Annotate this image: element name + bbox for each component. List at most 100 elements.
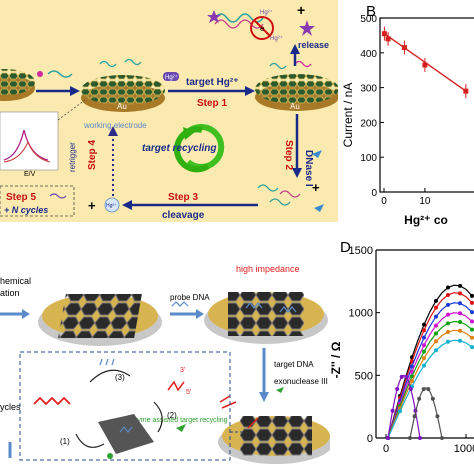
target-dna-label: target DNA (274, 360, 314, 369)
data-point (401, 45, 407, 51)
impedance-point (434, 305, 438, 310)
impedance-point (470, 300, 474, 305)
star-icon (299, 20, 315, 36)
impedance-point (458, 301, 462, 306)
step2-label: Step 2 (283, 140, 294, 170)
impedance-point (434, 331, 438, 336)
impedance-curve (387, 284, 473, 439)
au-label-middle: Au (117, 102, 127, 111)
impedance-point (446, 329, 450, 334)
working-electrode-label: working electrode (83, 121, 147, 130)
x-tick-label: 1000 (454, 443, 474, 455)
impedance-point (470, 345, 474, 350)
svg-text:+: + (297, 2, 305, 18)
impedance-point (435, 414, 440, 419)
plot-frame (379, 17, 474, 193)
impedance-point (386, 436, 390, 440)
five-prime-label: 5' (186, 389, 191, 396)
impedance-point (430, 396, 435, 401)
impedance-point (426, 387, 431, 392)
svg-text:Hg²⁺: Hg²⁺ (106, 203, 117, 209)
step-3-label: (3) (115, 373, 125, 382)
impedance-point (422, 328, 426, 333)
y-tick-label: 200 (360, 118, 377, 129)
graphene-electrode-1 (38, 294, 162, 346)
n-cycles-label: + N cycles (4, 205, 48, 215)
y-tick-label: 1000 (349, 308, 373, 320)
svg-text:+: + (88, 198, 96, 213)
step4-label: Step 4 (87, 140, 98, 170)
hg-badge: Hg²⁺ (163, 72, 179, 81)
graphene-electrode-3 (218, 416, 334, 464)
panel-b-chart: B 0 100 200 300 400 500 0 10 Current / nA Hg²⁺ … (341, 3, 474, 227)
panel-b-letter: B (366, 3, 376, 20)
impedance-point (458, 328, 462, 333)
impedance-point (408, 436, 412, 440)
cleavage-label: cleavage (162, 210, 205, 221)
exo-scissors-icon (276, 387, 284, 393)
graphene-electrode-2 (204, 292, 328, 344)
impedance-point (398, 409, 402, 414)
target-dna-strands (219, 395, 237, 409)
panel-d-ylabel: -Z'' / Ω (330, 341, 343, 378)
svg-text:e: e (260, 24, 265, 33)
y-tick-label: 400 (360, 49, 377, 60)
impedance-point (458, 283, 462, 288)
probe-dna-label: probe DNA (170, 293, 210, 302)
panel-d: D 0 500 1000 1500 0 1000 -Z'' / Ω (330, 232, 474, 474)
release-label: release (298, 40, 329, 50)
retrigger-label: retrigger (68, 142, 77, 172)
svg-text:Au: Au (290, 102, 300, 111)
target-hg-label: target Hg²⁺ (186, 77, 239, 88)
impedance-point (412, 414, 417, 419)
y-tick-label: 500 (355, 370, 373, 382)
ev-axis-label: E/V (24, 171, 36, 178)
impedance-point (458, 338, 462, 343)
impedance-point (434, 348, 438, 353)
exonuclease-label: exonuclease III (274, 377, 328, 386)
impedance-point (470, 335, 474, 340)
impedance-point (446, 312, 450, 317)
high-impedance-label: high impedance (236, 264, 300, 274)
impedance-curve (387, 312, 473, 439)
step3-label: Step 3 (168, 192, 198, 203)
impedance-point (421, 387, 426, 392)
y-tick-label: 0 (367, 433, 373, 445)
hg-ion-bottom: Hg²⁺ (104, 197, 120, 213)
data-point (463, 88, 469, 94)
impedance-curve (387, 374, 421, 439)
impedance-point (458, 291, 462, 296)
impedance-point (399, 374, 404, 379)
impedance-point (458, 320, 462, 325)
recycling-box (19, 351, 231, 461)
cycles-label: ycles (0, 402, 21, 412)
electrochemical-label: hemical (0, 276, 31, 286)
fragment-strands (99, 358, 115, 366)
impedance-point (410, 374, 414, 379)
panel-b-ylabel: Current / nA (341, 83, 355, 148)
step-2-label: (2) (167, 411, 177, 420)
impedance-point (458, 311, 462, 316)
panel-d-plot: 0 500 1000 1500 0 1000 (349, 245, 474, 455)
data-point (385, 36, 391, 42)
impedance-point (446, 285, 450, 290)
cv-inset: E/V (0, 99, 86, 178)
impedance-point (422, 363, 426, 368)
impedance-point (410, 359, 414, 364)
step5-box (0, 185, 75, 217)
step1-label: Step 1 (197, 98, 227, 109)
impedance-curve (409, 387, 443, 439)
electrode-right: Au (255, 74, 338, 111)
enzyme-recycling-label: enzyme assisted target recycling (126, 417, 228, 424)
svg-text:Hg²⁺: Hg²⁺ (260, 9, 273, 16)
impedance-point (446, 321, 450, 326)
panel-c: hemical ation probe DNA high impedance t… (0, 232, 340, 474)
electrode-middle: Au (81, 75, 165, 112)
three-prime-label: 3' (180, 367, 185, 374)
y-tick-label: 100 (360, 153, 377, 164)
impedance-curve (387, 302, 473, 439)
panel-d-chart: D 0 500 1000 1500 0 1000 -Z'' / Ω (330, 232, 474, 474)
impedance-point (440, 436, 444, 440)
y-tick-label: 500 (360, 14, 377, 25)
x-tick-label: 0 (383, 443, 389, 455)
